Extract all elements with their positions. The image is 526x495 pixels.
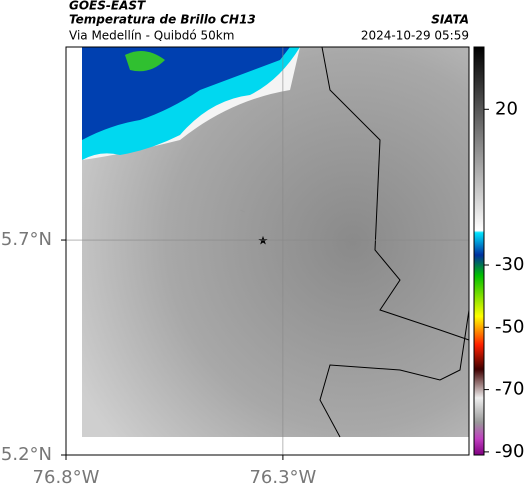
title: Temperatura de Brillo CH13 — [69, 13, 256, 27]
datetime: 2024-10-29 05:59 — [361, 29, 469, 43]
colorbar-tick-label: -70 — [495, 379, 524, 400]
colorbar-tick-label: -30 — [495, 254, 524, 275]
svg-text:★: ★ — [258, 234, 269, 248]
colorbar — [473, 46, 485, 456]
colorbar-tick-label: -90 — [495, 441, 524, 462]
x-tick-label: 76.3°W — [249, 467, 316, 488]
x-tick-label: 76.8°W — [33, 467, 100, 488]
colorbar-tick-label: -50 — [495, 316, 524, 337]
axes: 76.8°W 76.3°W 5.7°N 5.2°N 20 -30 -50 -70 -90 — [1, 47, 524, 488]
location: Via Medellín - Quibdó 50km — [69, 29, 234, 43]
y-tick-label: 5.2°N — [1, 444, 52, 465]
product: GOES-EAST — [69, 0, 146, 13]
y-tick-label: 5.7°N — [1, 229, 52, 250]
colorbar-tick-label: 20 — [495, 98, 518, 119]
map-frame — [65, 46, 470, 456]
map-image: ★ — [82, 46, 470, 438]
source: SIATA — [431, 13, 469, 27]
